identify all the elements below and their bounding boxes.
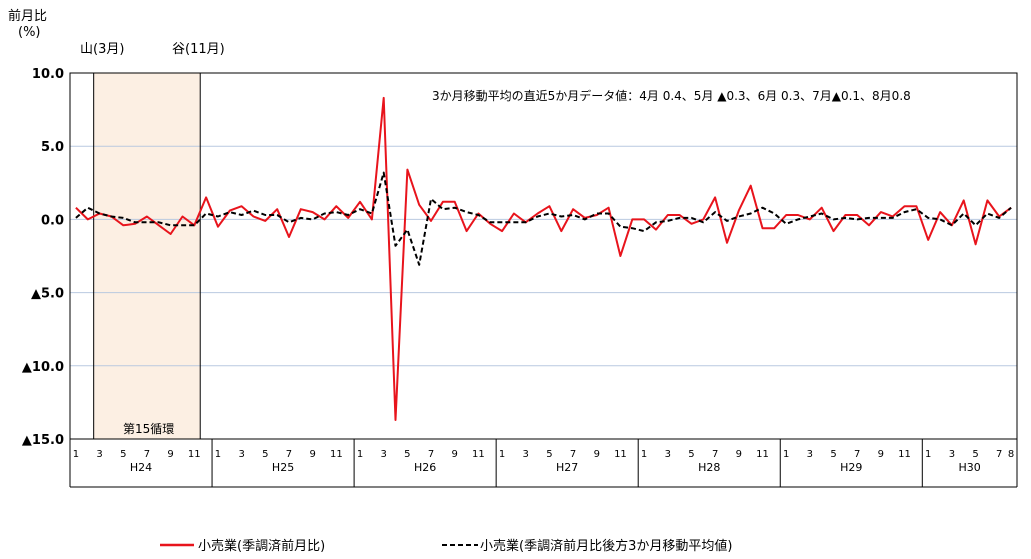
x-tick-label: 3 [96, 449, 102, 460]
x-tick-label: 5 [688, 449, 694, 460]
y-tick-label: 10.0 [32, 67, 64, 82]
y-axis-title: 前月比 [8, 8, 47, 24]
gridlines [70, 145, 1017, 367]
legend-label-retail: 小売業(季調済前月比) [198, 538, 325, 554]
x-tick-label: 7 [570, 449, 576, 460]
y-axis-unit: (%) [18, 25, 41, 40]
x-tick-label: 3 [665, 449, 671, 460]
y-tick-label: 5.0 [41, 140, 64, 155]
x-tick-label: 7 [286, 449, 292, 460]
peak-label: 山(3月) [80, 42, 124, 57]
x-tick-label: 1 [499, 449, 505, 460]
annotation-text: 3か月移動平均の直近5か月データ値：4月 0.4、5月 ▲0.3、6月 0.3、… [432, 88, 911, 103]
x-tick-label: 3 [523, 449, 529, 460]
x-tick-label: 11 [472, 449, 485, 460]
y-tick-label: 0.0 [41, 213, 64, 228]
legend-label-moving-average: 小売業(季調済前月比後方3か月移動平均値) [480, 538, 732, 554]
x-tick-label: 9 [309, 449, 315, 460]
trough-label: 谷(11月) [172, 42, 225, 57]
x-tick-label: 5 [262, 449, 268, 460]
x-tick-label: 5 [404, 449, 410, 460]
x-tick-label: 7 [854, 449, 860, 460]
cycle-label: 第15循環 [123, 422, 174, 436]
x-tick-label: 5 [830, 449, 836, 460]
x-tick-label: 1 [73, 449, 79, 460]
x-year-label: H28 [698, 461, 720, 474]
series-layer [75, 96, 1012, 421]
plot-frame [69, 72, 1018, 440]
x-tick-label: 1 [641, 449, 647, 460]
cycle-shaded-region [93, 73, 201, 439]
x-year-label: H26 [414, 461, 436, 474]
x-tick-label: 11 [898, 449, 911, 460]
y-axis-ticks: 10.0 5.0 0.0 ▲5.0 ▲10.0 ▲15.0 [22, 67, 64, 448]
x-tick-label: 11 [188, 449, 201, 460]
x-tick-label: 1 [215, 449, 221, 460]
x-tick-label: 7 [428, 449, 434, 460]
x-year-label: H29 [840, 461, 862, 474]
x-tick-label: 9 [167, 449, 173, 460]
x-tick-label: 3 [949, 449, 955, 460]
x-year-label: H27 [556, 461, 578, 474]
x-tick-label: 11 [614, 449, 627, 460]
x-tick-label: 11 [330, 449, 343, 460]
x-tick-label: 5 [972, 449, 978, 460]
x-tick-label: 1 [925, 449, 931, 460]
x-tick-label: 9 [594, 449, 600, 460]
x-year-label: H30 [959, 461, 981, 474]
x-tick-label: 1 [357, 449, 363, 460]
y-tick-label: ▲10.0 [22, 360, 64, 375]
x-tick-label: 11 [756, 449, 769, 460]
x-tick-label: 3 [238, 449, 244, 460]
x-tick-label: 3 [381, 449, 387, 460]
x-tick-label: 7 [712, 449, 718, 460]
x-tick-label: 5 [120, 449, 126, 460]
x-tick-label: 9 [736, 449, 742, 460]
x-tick-label: 7 [996, 449, 1002, 460]
y-tick-label: ▲5.0 [31, 287, 64, 302]
x-year-label: H24 [130, 461, 152, 474]
x-year-label: H25 [272, 461, 294, 474]
x-tick-label: 3 [807, 449, 813, 460]
series-line-moving-average [75, 171, 1012, 266]
x-tick-label: 9 [878, 449, 884, 460]
x-tick-label: 7 [144, 449, 150, 460]
x-tick-label: 9 [452, 449, 458, 460]
y-tick-label: ▲15.0 [22, 433, 64, 448]
series-line-retail [75, 96, 1012, 421]
x-tick-label: 8 [1008, 449, 1014, 460]
x-tick-label: 5 [546, 449, 552, 460]
x-tick-label: 1 [783, 449, 789, 460]
